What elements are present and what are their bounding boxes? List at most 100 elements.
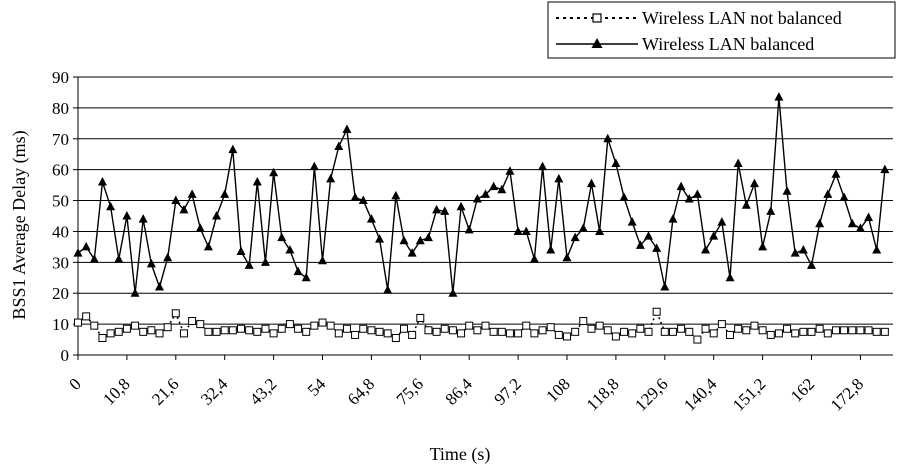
data-point-square (799, 327, 808, 336)
legend-triangle-marker (591, 38, 603, 48)
y-axis-ticks: 0 10 20 30 40 50 60 70 80 90 (52, 68, 78, 365)
data-point-triangle (448, 288, 458, 297)
data-point-square (864, 326, 873, 335)
data-point-square (98, 334, 107, 343)
x-tick-label: 108 (542, 374, 573, 405)
data-point-square (457, 329, 466, 338)
data-point-triangle (236, 246, 246, 256)
data-point-square (530, 329, 539, 338)
data-point-square (261, 324, 270, 333)
data-point-square (237, 324, 245, 333)
data-point-square (709, 329, 718, 338)
data-point-triangle (538, 161, 548, 171)
data-point-square (595, 321, 604, 330)
data-point-square (717, 320, 726, 329)
legend-item-not-balanced: Wireless LAN not balanced (556, 8, 842, 28)
data-point-square (587, 324, 596, 333)
data-point-triangle (497, 184, 507, 194)
data-point-triangle (562, 252, 572, 262)
data-point-triangle (619, 192, 629, 201)
data-point-triangle (383, 285, 393, 294)
data-point-square (163, 323, 172, 332)
data-point-triangle (733, 158, 743, 167)
data-point-square (171, 309, 180, 318)
data-point-triangle (660, 282, 670, 291)
x-tick-label: 64,8 (344, 374, 378, 408)
data-point-triangle (155, 282, 164, 291)
x-tick-label: 32,4 (197, 374, 232, 409)
x-tick-label: 75,6 (393, 374, 427, 408)
data-point-square (448, 326, 457, 335)
data-point-triangle (326, 173, 336, 183)
x-tick-label: 118,8 (583, 374, 623, 414)
data-point-square (196, 320, 205, 329)
data-point-triangle (855, 223, 865, 232)
x-tick-label: 172,8 (827, 374, 867, 414)
legend-box (547, 1, 896, 59)
data-point-triangle (749, 178, 759, 188)
data-point-square (318, 318, 327, 327)
data-point-triangle (684, 194, 694, 203)
data-point-triangle (171, 195, 181, 205)
data-point-triangle (309, 161, 319, 171)
data-point-square (245, 326, 254, 335)
data-point-triangle (676, 181, 686, 191)
data-point-triangle (97, 177, 107, 186)
data-point-triangle (130, 288, 140, 297)
data-point-square (481, 321, 490, 330)
data-point-square (880, 327, 889, 336)
x-tick-label: 86,4 (442, 374, 477, 409)
data-point-triangle (179, 204, 189, 214)
legend: Wireless LAN not balanced Wireless LAN b… (547, 1, 896, 59)
series-not-balanced (74, 307, 889, 344)
data-point-square (791, 329, 800, 338)
data-point-square (473, 326, 482, 335)
data-point-triangle (456, 201, 466, 211)
data-point-square (326, 321, 335, 330)
data-point-triangle (269, 167, 279, 177)
data-point-triangle (358, 195, 368, 205)
data-point-square (831, 326, 840, 335)
data-point-square (351, 330, 360, 339)
data-point-square (701, 324, 710, 333)
data-point-square (90, 321, 99, 330)
data-point-triangle (366, 214, 376, 223)
data-point-triangle (277, 232, 287, 242)
data-point-square (155, 329, 164, 338)
data-point-triangle (138, 214, 148, 223)
data-point-triangle (766, 206, 776, 215)
data-point-square (122, 324, 131, 333)
data-point-square (726, 330, 734, 339)
data-point-triangle (505, 166, 515, 175)
data-point-triangle (839, 192, 849, 201)
data-point-square (310, 321, 319, 330)
data-point-square (179, 329, 188, 338)
data-point-triangle (725, 272, 735, 282)
data-point-triangle (529, 254, 539, 263)
data-point-square (334, 329, 343, 338)
data-point-square (131, 321, 140, 330)
plot-area (77, 77, 893, 356)
x-tick-label: 43,2 (246, 374, 280, 408)
data-point-square (204, 327, 213, 336)
data-point-square (840, 326, 849, 335)
x-tick-label: 21,6 (148, 374, 182, 408)
series-balanced (73, 92, 890, 297)
data-point-square (139, 327, 148, 336)
data-point-triangle (603, 133, 613, 143)
data-point-square (554, 330, 563, 339)
data-point-square (685, 327, 694, 336)
x-axis-label: Time (s) (430, 444, 491, 465)
series-line (77, 309, 885, 341)
data-point-triangle (260, 257, 270, 266)
data-point-square (416, 313, 425, 322)
data-point-triangle (106, 201, 116, 211)
data-point-triangle (252, 177, 262, 186)
x-tick-label: 10,8 (99, 374, 133, 408)
legend-square-marker (592, 13, 602, 23)
y-tick-label: 60 (52, 161, 69, 180)
data-point-square (367, 326, 376, 335)
data-point-triangle (513, 226, 523, 235)
data-point-triangle (595, 226, 605, 235)
